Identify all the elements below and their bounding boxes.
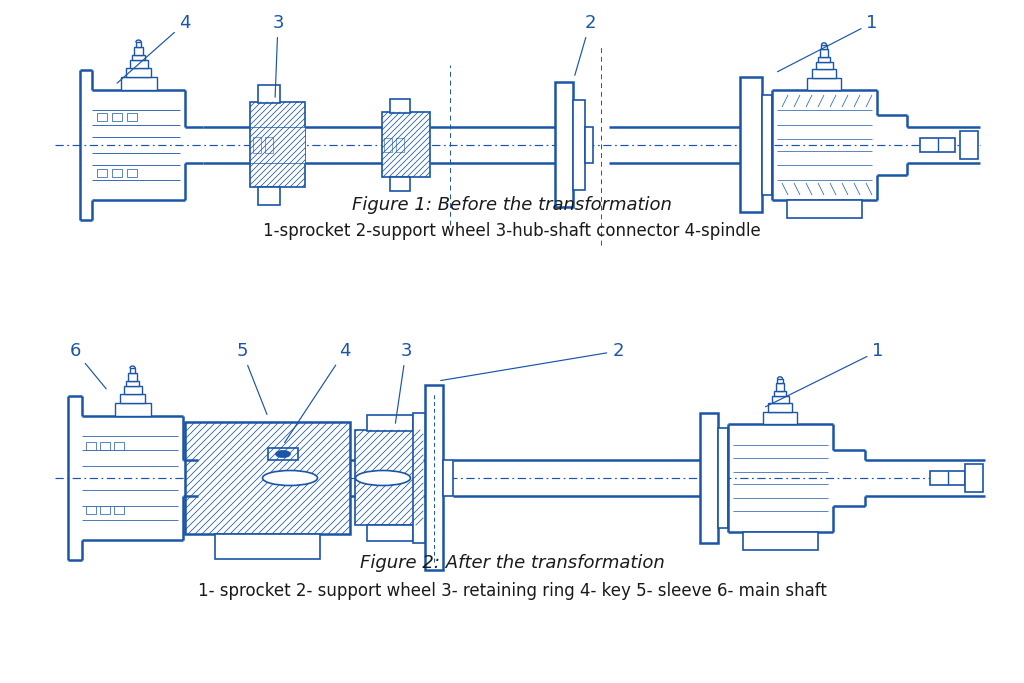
Polygon shape: [787, 200, 862, 218]
Polygon shape: [367, 415, 413, 431]
Polygon shape: [413, 413, 425, 543]
Polygon shape: [97, 169, 106, 177]
Polygon shape: [700, 413, 718, 543]
Polygon shape: [573, 100, 585, 190]
Polygon shape: [740, 77, 762, 212]
Text: Figure 1: Before the transformation: Figure 1: Before the transformation: [352, 196, 672, 214]
Polygon shape: [762, 95, 772, 195]
Polygon shape: [134, 47, 143, 55]
Polygon shape: [253, 137, 261, 153]
Text: 1: 1: [766, 342, 884, 407]
Polygon shape: [258, 85, 280, 103]
Polygon shape: [771, 396, 788, 403]
Text: 1- sprocket 2- support wheel 3- retaining ring 4- key 5- sleeve 6- main shaft: 1- sprocket 2- support wheel 3- retainin…: [198, 582, 826, 600]
Text: 2: 2: [574, 14, 596, 75]
Polygon shape: [807, 78, 841, 90]
Text: 1: 1: [777, 14, 878, 72]
Polygon shape: [815, 62, 833, 69]
Polygon shape: [136, 42, 141, 47]
Polygon shape: [250, 127, 305, 163]
Polygon shape: [367, 525, 413, 541]
Polygon shape: [768, 403, 792, 412]
Polygon shape: [100, 506, 110, 514]
Polygon shape: [97, 113, 106, 121]
Polygon shape: [818, 57, 829, 62]
Text: 4: 4: [117, 14, 190, 83]
Polygon shape: [443, 460, 453, 496]
Polygon shape: [121, 77, 157, 90]
Polygon shape: [396, 138, 404, 152]
Polygon shape: [215, 534, 319, 559]
Polygon shape: [258, 187, 280, 205]
Polygon shape: [127, 169, 137, 177]
Text: 1-sprocket 2-support wheel 3-hub-shaft connector 4-spindle: 1-sprocket 2-support wheel 3-hub-shaft c…: [263, 222, 761, 240]
Polygon shape: [763, 412, 797, 424]
Polygon shape: [128, 373, 137, 381]
Polygon shape: [250, 102, 305, 187]
Polygon shape: [920, 138, 955, 152]
Polygon shape: [390, 99, 410, 113]
Text: 3: 3: [272, 14, 284, 97]
Polygon shape: [555, 82, 573, 207]
Ellipse shape: [275, 450, 291, 458]
Text: 5: 5: [237, 342, 267, 415]
Polygon shape: [930, 471, 965, 485]
Polygon shape: [129, 60, 147, 68]
Polygon shape: [776, 383, 784, 391]
Ellipse shape: [355, 471, 411, 486]
Polygon shape: [718, 428, 728, 528]
Polygon shape: [965, 464, 983, 492]
Polygon shape: [114, 442, 124, 450]
Text: 3: 3: [395, 342, 412, 423]
Polygon shape: [425, 385, 443, 570]
Text: 2: 2: [440, 342, 624, 380]
Polygon shape: [777, 379, 782, 383]
Polygon shape: [820, 49, 828, 57]
Polygon shape: [185, 422, 350, 534]
Polygon shape: [382, 112, 430, 177]
Polygon shape: [100, 442, 110, 450]
Polygon shape: [812, 69, 836, 78]
Polygon shape: [384, 138, 392, 152]
Polygon shape: [127, 113, 137, 121]
Text: Figure 2: After the transformation: Figure 2: After the transformation: [359, 554, 665, 572]
Polygon shape: [743, 532, 818, 550]
Polygon shape: [124, 387, 141, 393]
Polygon shape: [774, 391, 786, 396]
Polygon shape: [961, 131, 978, 159]
Polygon shape: [126, 381, 139, 387]
Polygon shape: [132, 55, 144, 60]
Polygon shape: [821, 45, 826, 49]
Polygon shape: [585, 127, 593, 163]
Text: 6: 6: [70, 342, 106, 389]
Polygon shape: [115, 404, 151, 416]
Polygon shape: [355, 430, 423, 525]
Polygon shape: [130, 368, 135, 373]
Polygon shape: [268, 448, 298, 460]
Polygon shape: [265, 137, 273, 153]
Ellipse shape: [262, 471, 317, 486]
Polygon shape: [120, 393, 145, 404]
Polygon shape: [86, 506, 96, 514]
Polygon shape: [114, 506, 124, 514]
Polygon shape: [112, 169, 122, 177]
Polygon shape: [112, 113, 122, 121]
Polygon shape: [126, 68, 152, 77]
Polygon shape: [390, 177, 410, 191]
Polygon shape: [86, 442, 96, 450]
Text: 4: 4: [285, 342, 351, 443]
